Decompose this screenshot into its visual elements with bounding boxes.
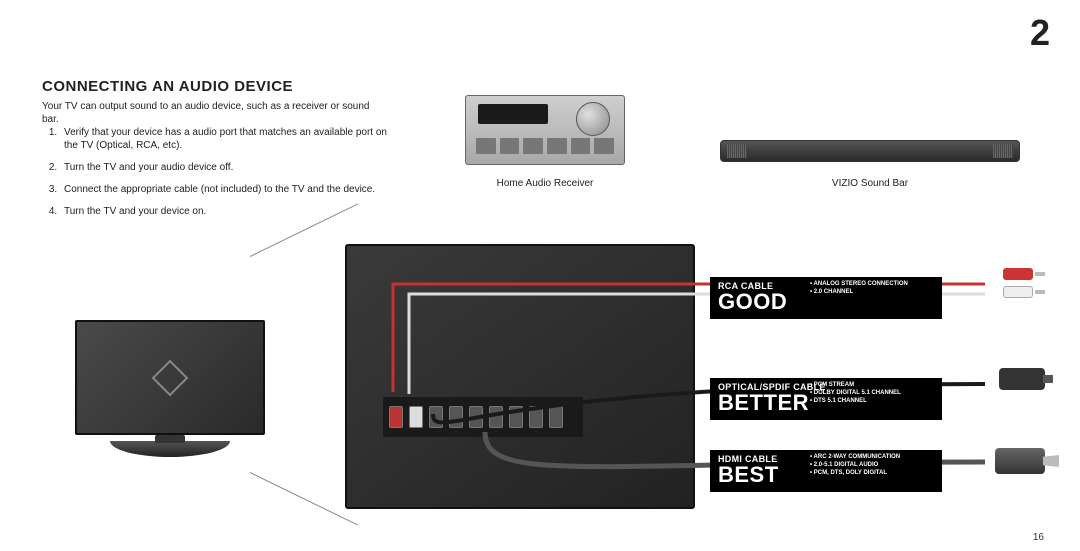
optical-port bbox=[429, 406, 443, 428]
cable-features: ANALOG STEREO CONNECTION 2.0 CHANNEL bbox=[810, 281, 908, 297]
hdmi-port bbox=[469, 406, 483, 428]
section-title: CONNECTING AN AUDIO DEVICE bbox=[42, 78, 293, 95]
tv-back-illustration bbox=[345, 244, 695, 509]
step-item: Turn the TV and your audio device off. bbox=[60, 161, 390, 174]
optical-connector bbox=[999, 368, 1045, 390]
hdmi-port bbox=[509, 406, 523, 428]
tv-small-illustration bbox=[75, 320, 265, 460]
generic-port bbox=[449, 406, 463, 428]
soundbar-illustration bbox=[720, 140, 1020, 162]
hdmi-port bbox=[489, 406, 503, 428]
projection-line bbox=[250, 472, 358, 526]
intro-text: Your TV can output sound to an audio dev… bbox=[42, 100, 382, 126]
cable-features: PCM STREAM DOLBY DIGITAL 5.1 CHANNEL DTS… bbox=[810, 382, 901, 405]
rca-connector bbox=[1003, 268, 1045, 298]
step-item: Connect the appropriate cable (not inclu… bbox=[60, 183, 390, 196]
rca-plug-red bbox=[1003, 268, 1045, 280]
footer-page-number: 16 bbox=[1033, 532, 1044, 543]
rca-port-white bbox=[409, 406, 423, 428]
chapter-number: 2 bbox=[1030, 12, 1050, 54]
hdmi-connector bbox=[995, 448, 1045, 474]
cable-features: ARC 2-WAY COMMUNICATION 2.0-5.1 DIGITAL … bbox=[810, 454, 900, 477]
rca-plug-white bbox=[1003, 286, 1045, 298]
generic-port bbox=[529, 406, 543, 428]
step-item: Verify that your device has a audio port… bbox=[60, 126, 390, 152]
cable-label-better: OPTICAL/SPDIF CABLE BETTER PCM STREAM DO… bbox=[710, 378, 942, 420]
receiver-label: Home Audio Receiver bbox=[465, 178, 625, 189]
cable-label-best: HDMI CABLE BEST ARC 2-WAY COMMUNICATION … bbox=[710, 450, 942, 492]
generic-port bbox=[549, 406, 563, 428]
soundbar-label: VIZIO Sound Bar bbox=[720, 178, 1020, 189]
receiver-illustration bbox=[465, 95, 625, 170]
rca-port-red bbox=[389, 406, 403, 428]
port-strip bbox=[383, 397, 583, 437]
cable-label-good: RCA CABLE GOOD ANALOG STEREO CONNECTION … bbox=[710, 277, 942, 319]
